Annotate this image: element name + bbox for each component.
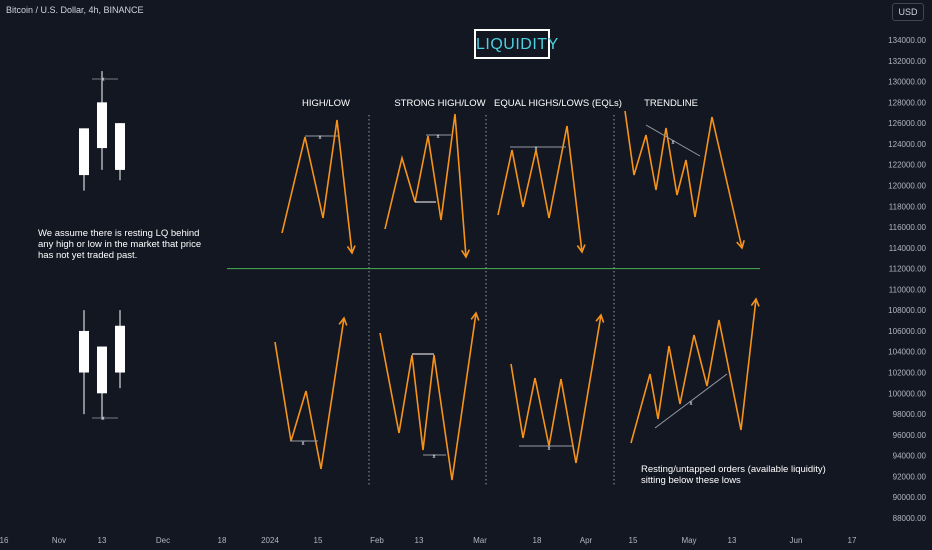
price-path bbox=[497, 125, 583, 253]
section-title: EQUAL HIGHS/LOWS (EQLs) bbox=[494, 98, 622, 109]
currency-button[interactable]: USD bbox=[892, 3, 924, 21]
path-arrowhead bbox=[338, 316, 348, 326]
y-tick-label: 122000.00 bbox=[888, 161, 926, 170]
path-arrowhead bbox=[750, 297, 760, 307]
x-axis: 16 Nov 13 Dec 18 2024 15 Feb 13 Mar 18 Apr 15 May 13 Ju… bbox=[0, 536, 857, 545]
y-tick-label: 114000.00 bbox=[889, 244, 927, 253]
candle-body bbox=[97, 102, 107, 149]
candle-body bbox=[97, 346, 107, 394]
y-tick-label: 124000.00 bbox=[888, 140, 926, 149]
y-tick-label: 102000.00 bbox=[888, 369, 926, 378]
section-title: STRONG HIGH/LOW bbox=[394, 98, 485, 109]
x-tick-label: Apr bbox=[580, 536, 593, 545]
y-tick-label: 132000.00 bbox=[888, 57, 926, 66]
x-tick-label: Dec bbox=[156, 536, 170, 545]
path-arrowhead bbox=[460, 249, 471, 259]
x-tick-label: 13 bbox=[415, 536, 424, 545]
x-tick-label: 13 bbox=[98, 536, 107, 545]
assumption-note: We assume there is resting LQ behind any… bbox=[38, 228, 202, 261]
level-x-icon: x bbox=[548, 446, 551, 452]
level-x-icon: x bbox=[437, 134, 440, 140]
section-title: HIGH/LOW bbox=[302, 98, 350, 109]
price-path bbox=[624, 110, 743, 249]
y-tick-label: 108000.00 bbox=[888, 306, 926, 315]
path-arrowhead bbox=[470, 311, 480, 321]
y-tick-label: 116000.00 bbox=[889, 223, 927, 232]
y-tick-label: 120000.00 bbox=[888, 181, 926, 190]
x-tick-label: Jun bbox=[790, 536, 803, 545]
liquidity-level-line bbox=[654, 373, 728, 429]
resting-liquidity-note: Resting/untapped orders (available liqui… bbox=[641, 464, 826, 486]
path-arrowhead bbox=[736, 240, 745, 250]
x-tick-label: 2024 bbox=[261, 536, 279, 545]
candle-body bbox=[79, 330, 89, 373]
price-paths bbox=[274, 110, 760, 481]
x-tick-label: 16 bbox=[0, 536, 9, 545]
level-x-icon: x bbox=[102, 77, 105, 83]
y-axis: 134000.00 132000.00 130000.00 128000.00 1260… bbox=[888, 36, 926, 523]
price-path bbox=[379, 312, 477, 481]
level-x-icon: x bbox=[102, 416, 105, 422]
symbol-header: Bitcoin / U.S. Dollar, 4h, BINANCE bbox=[6, 5, 144, 15]
level-x-icon: x bbox=[672, 140, 675, 146]
y-tick-label: 118000.00 bbox=[889, 202, 927, 211]
y-tick-label: 90000.00 bbox=[893, 493, 927, 502]
candle-body bbox=[79, 128, 89, 176]
level-x-icon: x bbox=[319, 135, 322, 141]
y-tick-label: 100000.00 bbox=[888, 389, 926, 398]
y-tick-label: 104000.00 bbox=[888, 348, 926, 357]
level-x-icon: x bbox=[690, 401, 693, 407]
price-path bbox=[630, 298, 757, 444]
x-tick-label: May bbox=[681, 536, 696, 545]
x-tick-label: Feb bbox=[370, 536, 384, 545]
y-tick-label: 110000.00 bbox=[889, 285, 927, 294]
x-tick-label: 17 bbox=[848, 536, 857, 545]
y-tick-label: 88000.00 bbox=[893, 514, 927, 523]
section-titles: HIGH/LOW STRONG HIGH/LOW EQUAL HIGHS/LOWS … bbox=[302, 98, 698, 109]
example-candles: xx bbox=[79, 71, 125, 422]
y-tick-label: 92000.00 bbox=[893, 472, 927, 481]
path-arrowhead bbox=[595, 313, 605, 323]
x-tick-label: 15 bbox=[629, 536, 638, 545]
y-tick-label: 94000.00 bbox=[893, 452, 927, 461]
y-tick-label: 96000.00 bbox=[893, 431, 927, 440]
liquidity-level-line bbox=[645, 124, 701, 157]
x-tick-label: Mar bbox=[473, 536, 487, 545]
y-tick-label: 130000.00 bbox=[888, 78, 926, 87]
path-arrowhead bbox=[576, 244, 586, 254]
x-tick-label: 18 bbox=[533, 536, 542, 545]
candle-body bbox=[115, 123, 125, 170]
price-path bbox=[384, 113, 467, 258]
y-tick-label: 126000.00 bbox=[888, 119, 926, 128]
x-tick-label: 15 bbox=[314, 536, 323, 545]
price-path bbox=[281, 119, 353, 254]
y-tick-label: 106000.00 bbox=[888, 327, 926, 336]
level-x-icon: x bbox=[302, 441, 305, 447]
section-title: TRENDLINE bbox=[644, 98, 698, 109]
y-tick-label: 98000.00 bbox=[893, 410, 927, 419]
x-tick-label: 13 bbox=[728, 536, 737, 545]
path-arrowhead bbox=[346, 245, 356, 255]
liquidity-levels: x x x x x x x x bbox=[290, 124, 728, 460]
x-tick-label: 18 bbox=[218, 536, 227, 545]
price-path bbox=[510, 314, 602, 464]
y-tick-label: 128000.00 bbox=[888, 98, 926, 107]
x-tick-label: Nov bbox=[52, 536, 66, 545]
candle-body bbox=[115, 325, 125, 373]
y-tick-label: 112000.00 bbox=[889, 265, 927, 274]
chart-title: LIQUIDITY bbox=[474, 29, 558, 59]
level-x-icon: x bbox=[535, 146, 538, 152]
y-tick-label: 134000.00 bbox=[888, 36, 926, 45]
price-path bbox=[274, 317, 345, 470]
level-x-icon: x bbox=[433, 454, 436, 460]
